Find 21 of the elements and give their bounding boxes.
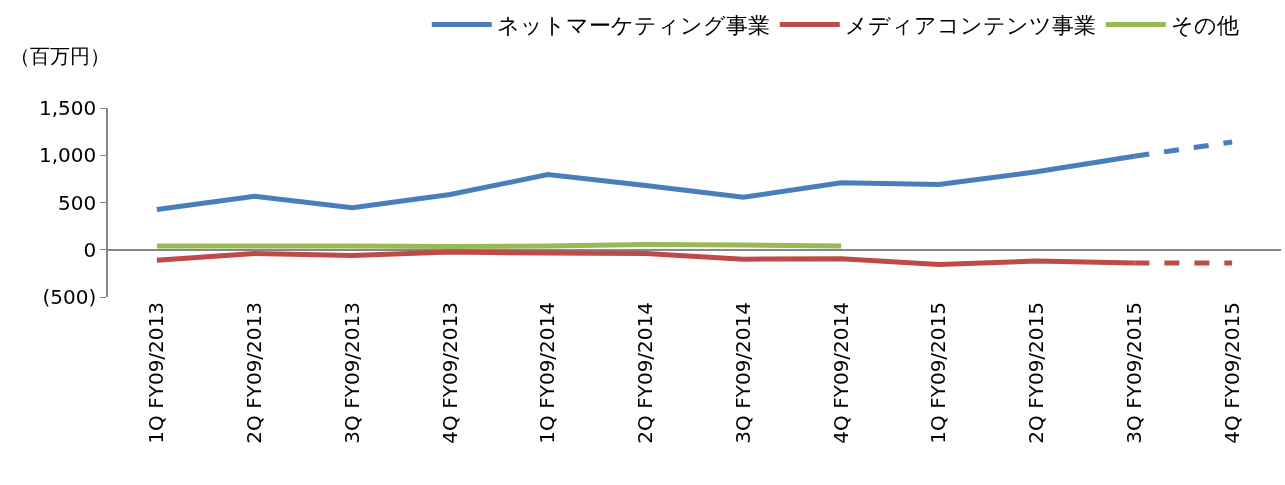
- x-tick-label: 1Q FY09/2013: [144, 302, 169, 444]
- legend-label: その他: [1170, 13, 1239, 39]
- x-tick-label: 4Q FY09/2014: [828, 302, 853, 444]
- y-tick-label: 500: [58, 190, 97, 215]
- x-tick-label: 3Q FY09/2013: [339, 302, 364, 444]
- y-tick-label: 1,500: [38, 96, 97, 120]
- x-tick-label: 2Q FY09/2013: [242, 302, 267, 444]
- legend-label: メディアコンテンツ事業: [844, 13, 1096, 39]
- y-tick-label: 1,000: [38, 143, 97, 168]
- y-axis-title: （百万円）: [10, 44, 110, 68]
- x-tick-label: 2Q FY09/2015: [1024, 302, 1049, 444]
- y-tick-label: 0: [83, 237, 97, 262]
- x-tick-label: 2Q FY09/2014: [633, 302, 658, 444]
- y-tick-label: (500): [42, 285, 97, 309]
- legend-label: ネットマーケティング事業: [496, 13, 770, 39]
- x-tick-label: 4Q FY09/2015: [1219, 302, 1244, 444]
- x-tick-label: 1Q FY09/2015: [926, 302, 951, 444]
- x-tick-label: 4Q FY09/2013: [437, 302, 462, 444]
- x-tick-label: 3Q FY09/2014: [730, 302, 755, 444]
- x-tick-label: 1Q FY09/2014: [535, 302, 560, 444]
- x-tick-label: 3Q FY09/2015: [1121, 302, 1146, 444]
